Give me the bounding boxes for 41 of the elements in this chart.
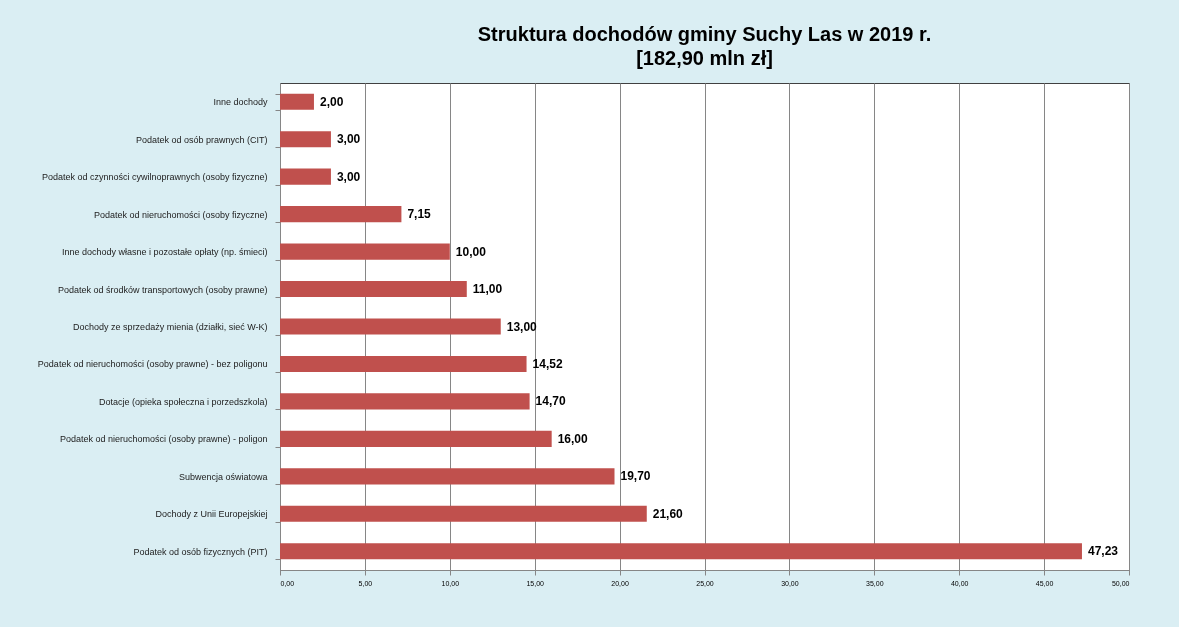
- y-tick-label: Dochody z Unii Europejskiej: [155, 509, 268, 520]
- data-label: 16,00: [557, 431, 589, 446]
- bar: [280, 318, 501, 335]
- y-tick-label: Podatek od osób fizycznych (PIT): [133, 546, 268, 557]
- y-tick-label: Podatek od nieruchomości (osoby fizyczne): [93, 209, 268, 220]
- bar: [280, 168, 331, 185]
- y-tick-label: Podatek od nieruchomości (osoby prawne) - poligon: [59, 434, 268, 445]
- y-tick-label: Podatek od nieruchomości (osoby prawne) - bez poligonu: [37, 359, 268, 370]
- bar: [280, 468, 615, 485]
- bar: [280, 393, 530, 410]
- data-label: 3,00: [336, 132, 361, 147]
- bar: [280, 93, 314, 110]
- data-label: 3,00: [336, 169, 361, 184]
- y-tick-label: Inne dochody: [213, 97, 268, 108]
- chart-subtitle: [182,90 mln zł]: [636, 47, 773, 69]
- data-label: 7,15: [407, 207, 432, 222]
- data-label: 13,00: [506, 319, 538, 334]
- data-label: 21,60: [652, 506, 684, 521]
- bar: [280, 430, 552, 447]
- y-tick-label: Podatek od środków transportowych (osoby prawne): [57, 284, 268, 295]
- y-tick-label: Dotacje (opieka społeczna i porzedszkola): [98, 396, 268, 407]
- bar: [280, 243, 450, 260]
- bar: [280, 505, 647, 522]
- chart-title: Struktura dochodów gminy Suchy Las w 2019 r.: [477, 23, 932, 45]
- bar: [280, 280, 467, 298]
- bar: [280, 355, 527, 373]
- data-label: 47,23: [1087, 544, 1119, 559]
- y-tick-label: Inne dochody własne i pozostałe opłaty (np. śmieci): [61, 247, 268, 258]
- y-tick-label: Podatek od czynności cywilnoprawnych (osoby fizyczne): [41, 172, 268, 183]
- y-tick-label: Subwencja oświatowa: [178, 471, 268, 482]
- data-label: 11,00: [472, 282, 503, 297]
- bar: [280, 206, 402, 223]
- data-label: 14,70: [535, 394, 566, 409]
- data-label: 14,52: [532, 356, 563, 371]
- data-label: 2,00: [319, 94, 344, 109]
- y-tick-label: Dochody ze sprzedaży mienia (działki, sieć W-K): [73, 322, 268, 332]
- data-label: 10,00: [455, 244, 487, 259]
- data-label: 19,70: [620, 469, 651, 484]
- bar: [280, 543, 1082, 560]
- y-tick-label: Podatek od osób prawnych (CIT): [135, 134, 268, 145]
- bar: [280, 131, 331, 148]
